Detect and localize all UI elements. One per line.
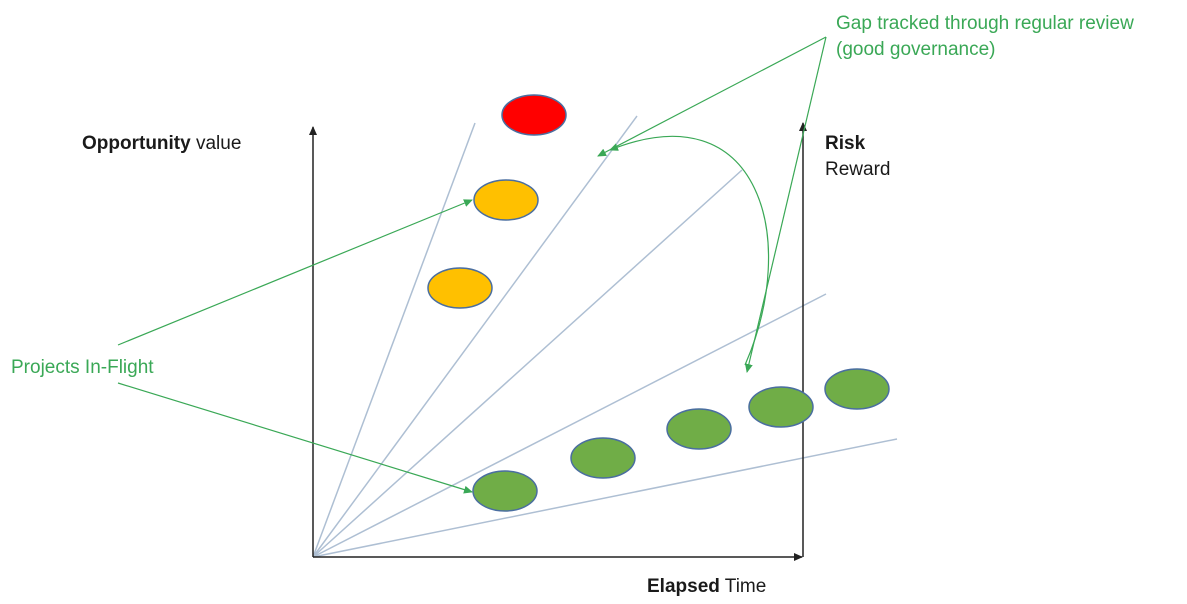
ray-4 [312,293,827,558]
x-axis-label-rest: Time [719,576,767,597]
bubble-amber-2 [473,179,539,221]
y-axis-left-label-bold: Opportunity [82,133,191,154]
ray-5 [312,438,898,558]
y-axis-left-label: Opportunity value [82,132,241,156]
projects-arrow-upper [117,199,473,346]
projects-annotation: Projects In-Flight [11,357,154,378]
y-axis-right-label-line1: Risk [825,133,866,154]
ray-1 [312,122,476,558]
gap-arrow-straight [597,36,827,157]
gap-annotation-line1: Gap tracked through regular review [836,13,1134,34]
bubble-green-5 [570,437,636,479]
bubble-amber-3 [427,267,493,309]
y-axis-left-label-rest: value [190,133,242,154]
x-axis-label: Elapsed Time [647,575,766,599]
bubble-green-6 [666,408,732,450]
gap-annotation-line2: (good governance) [836,39,996,60]
projects-arrow-lower [117,382,473,494]
ray-3 [312,169,743,558]
bubble-green-4 [472,470,538,512]
bubble-green-7 [748,386,814,428]
y-axis-right-label-line2: Reward [825,159,891,180]
gap-arrow-to-green [744,36,827,373]
bubble-green-8 [824,368,890,410]
gap-arrow-curve-upper [609,135,770,366]
axes [309,122,807,561]
project-bubbles [427,94,890,512]
x-axis-label-bold: Elapsed [647,576,720,597]
bubble-red-1 [501,94,567,136]
risk-reward-rays [312,115,898,558]
annotation-arrows [117,36,827,494]
ray-2 [312,115,638,558]
